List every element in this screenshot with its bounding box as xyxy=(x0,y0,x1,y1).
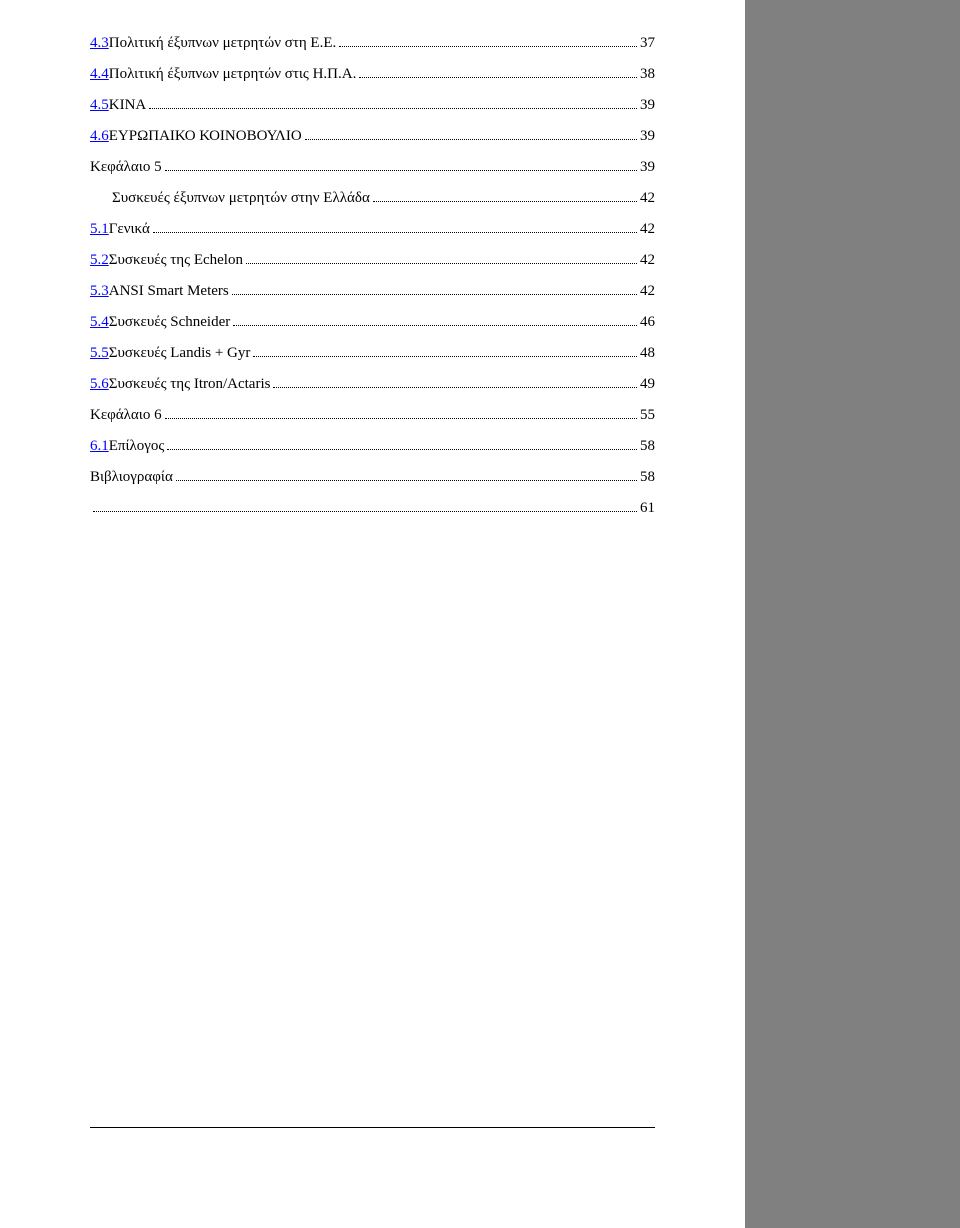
toc-leader xyxy=(305,139,637,140)
toc-entry[interactable]: 4.4Πολιτική έξυπνων μετρητών στις Η.Π.Α.… xyxy=(90,66,655,83)
toc-entry-number[interactable]: 5.1 xyxy=(90,221,109,238)
toc-entry-page: 42 xyxy=(640,252,655,269)
toc-entry-number[interactable]: 4.4 xyxy=(90,66,109,83)
toc-leader xyxy=(339,46,637,47)
toc-entry[interactable]: 5.2Συσκευές της Echelon 42 xyxy=(90,252,655,269)
toc-entry[interactable]: 5.3ANSI Smart Meters 42 xyxy=(90,283,655,300)
toc-entry-number[interactable]: 4.6 xyxy=(90,128,109,145)
toc-entry: Κεφάλαιο 6 55 xyxy=(90,407,655,424)
toc-entry-title: Κεφάλαιο 6 xyxy=(90,407,162,424)
toc-entry-title: Γενικά xyxy=(109,221,150,238)
toc-entry-title: Επίλογος xyxy=(109,438,165,455)
toc-entry[interactable]: 4.6ΕΥΡΩΠΑΙΚΟ ΚΟΙΝΟΒΟΥΛΙΟ 39 xyxy=(90,128,655,145)
toc-entry[interactable]: 5.1Γενικά 42 xyxy=(90,221,655,238)
toc-entry-title: Συσκευές της Itron/Actaris xyxy=(109,376,271,393)
toc-entry: Συσκευές έξυπνων μετρητών στην Ελλάδα 42 xyxy=(90,190,655,207)
toc-entry-title: ΕΥΡΩΠΑΙΚΟ ΚΟΙΝΟΒΟΥΛΙΟ xyxy=(109,128,302,145)
toc-leader xyxy=(232,294,637,295)
toc-entry-title: ANSI Smart Meters xyxy=(109,283,229,300)
toc-entry[interactable]: 5.5Συσκευές Landis + Gyr 48 xyxy=(90,345,655,362)
toc-leader xyxy=(165,170,637,171)
toc-entry-page: 49 xyxy=(640,376,655,393)
toc-leader xyxy=(176,480,637,481)
toc-entry-page: 42 xyxy=(640,221,655,238)
toc-leader xyxy=(153,232,637,233)
toc-leader xyxy=(93,511,637,512)
toc-entry-page: 61 xyxy=(640,500,655,517)
toc-entry-page: 39 xyxy=(640,159,655,176)
toc-entry-title: Πολιτική έξυπνων μετρητών στη Ε.Ε. xyxy=(109,35,337,52)
toc-entry-number[interactable]: 5.4 xyxy=(90,314,109,331)
toc-entry-page: 37 xyxy=(640,35,655,52)
toc-entry[interactable]: 5.6Συσκευές της Itron/Actaris 49 xyxy=(90,376,655,393)
toc-entry-number[interactable]: 4.3 xyxy=(90,35,109,52)
toc-leader xyxy=(253,356,637,357)
toc-leader xyxy=(165,418,637,419)
toc-entry-page: 55 xyxy=(640,407,655,424)
toc-entry-page: 48 xyxy=(640,345,655,362)
toc-entry-title: Συσκευές Schneider xyxy=(109,314,231,331)
toc-leader xyxy=(373,201,637,202)
toc-entry: 61 xyxy=(90,500,655,517)
document-page: 4.3Πολιτική έξυπνων μετρητών στη Ε.Ε. 37… xyxy=(0,0,745,1228)
toc-entry-page: 39 xyxy=(640,128,655,145)
toc-entry-page: 46 xyxy=(640,314,655,331)
toc-leader xyxy=(359,77,637,78)
toc-entry-title: ΚΙΝΑ xyxy=(109,97,147,114)
footer-rule xyxy=(90,1127,655,1128)
toc-entry-page: 58 xyxy=(640,438,655,455)
toc-entry-number[interactable]: 4.5 xyxy=(90,97,109,114)
toc-list: 4.3Πολιτική έξυπνων μετρητών στη Ε.Ε. 37… xyxy=(90,35,655,517)
toc-entry-page: 58 xyxy=(640,469,655,486)
toc-entry-number[interactable]: 6.1 xyxy=(90,438,109,455)
toc-entry-title: Συσκευές Landis + Gyr xyxy=(109,345,251,362)
toc-entry-number[interactable]: 5.6 xyxy=(90,376,109,393)
toc-entry[interactable]: 5.4Συσκευές Schneider 46 xyxy=(90,314,655,331)
toc-entry-page: 42 xyxy=(640,190,655,207)
toc-entry: Κεφάλαιο 5 39 xyxy=(90,159,655,176)
toc-entry[interactable]: 4.3Πολιτική έξυπνων μετρητών στη Ε.Ε. 37 xyxy=(90,35,655,52)
toc-leader xyxy=(246,263,637,264)
toc-leader xyxy=(273,387,637,388)
toc-entry-title: Συσκευές έξυπνων μετρητών στην Ελλάδα xyxy=(112,190,370,207)
toc-entry-number[interactable]: 5.5 xyxy=(90,345,109,362)
toc-leader xyxy=(149,108,637,109)
toc-entry-title: Κεφάλαιο 5 xyxy=(90,159,162,176)
toc-leader xyxy=(167,449,637,450)
toc-entry: Βιβλιογραφία 58 xyxy=(90,469,655,486)
toc-entry-number[interactable]: 5.2 xyxy=(90,252,109,269)
toc-entry-number[interactable]: 5.3 xyxy=(90,283,109,300)
toc-entry[interactable]: 4.5ΚΙΝΑ 39 xyxy=(90,97,655,114)
toc-entry-title: Βιβλιογραφία xyxy=(90,469,173,486)
toc-entry-title: Πολιτική έξυπνων μετρητών στις Η.Π.Α. xyxy=(109,66,357,83)
toc-entry-title: Συσκευές της Echelon xyxy=(109,252,243,269)
toc-entry[interactable]: 6.1Επίλογος 58 xyxy=(90,438,655,455)
toc-entry-page: 39 xyxy=(640,97,655,114)
toc-entry-page: 38 xyxy=(640,66,655,83)
toc-entry-page: 42 xyxy=(640,283,655,300)
toc-leader xyxy=(233,325,637,326)
